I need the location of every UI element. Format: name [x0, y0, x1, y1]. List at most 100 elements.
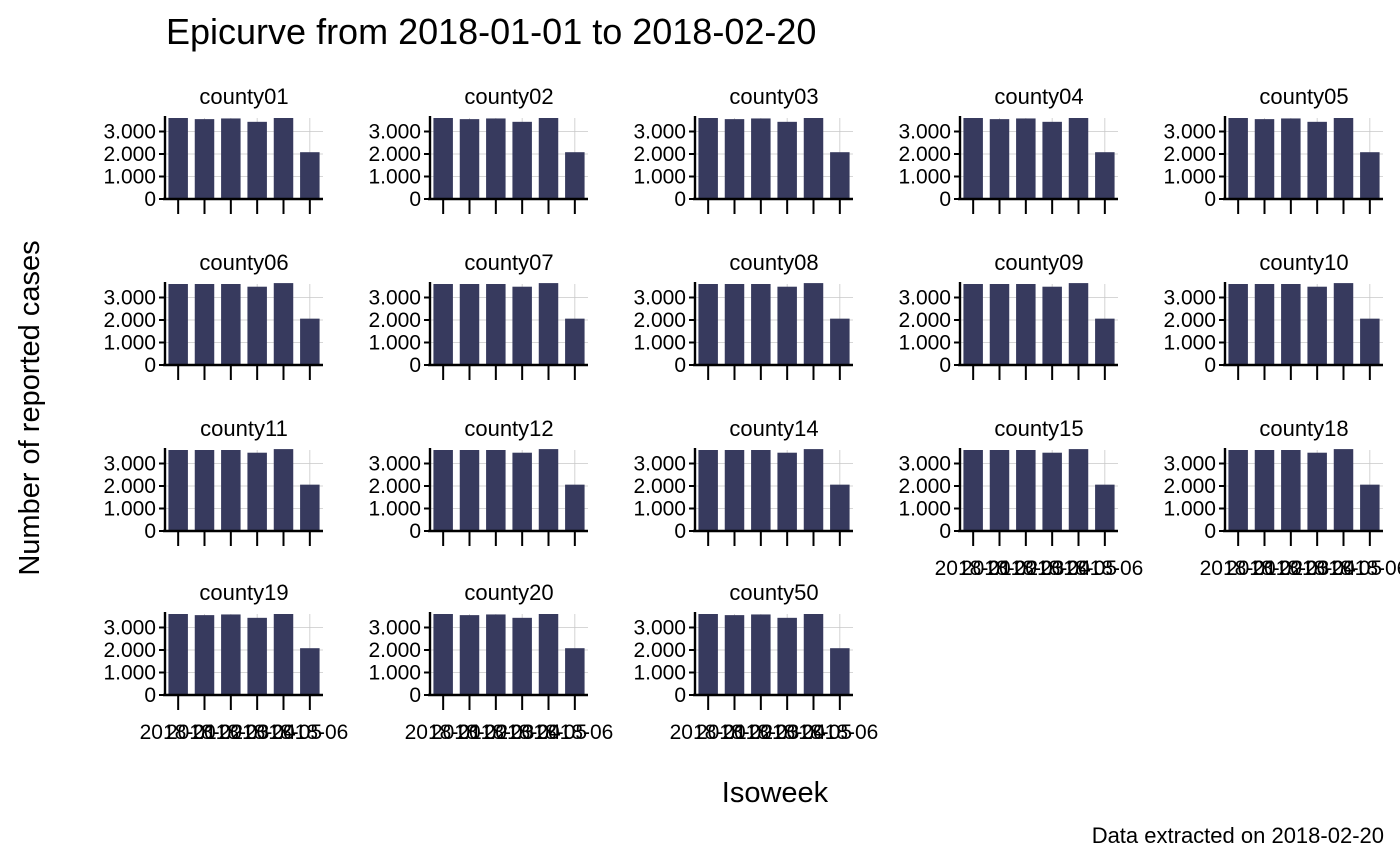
- panel-county03-y-tick-label: 3.000: [633, 121, 686, 144]
- panel-county03-bar-2018-01: [698, 118, 718, 199]
- panel-county11-bar-2018-04: [247, 452, 267, 531]
- panel-county07-bar-2018-06: [565, 318, 585, 365]
- panel-county12-bar-2018-06: [565, 484, 585, 531]
- panel-county02-strip-label: county02: [464, 84, 553, 109]
- panel-county06-bar-2018-04: [247, 286, 267, 365]
- panel-county14-strip-label: county14: [729, 416, 818, 441]
- panel-county19-strip-label: county19: [199, 580, 288, 605]
- panel-county20: county2001.0002.0003.0002018-012018-0220…: [368, 580, 613, 744]
- panel-county09-y-tick-label: 2.000: [898, 309, 951, 332]
- panel-county20-x-tick-label-2018-06: 2018-06: [536, 721, 613, 744]
- panel-county05-bar-2018-01: [1228, 118, 1248, 199]
- panel-county01-bar-2018-01: [168, 118, 188, 199]
- panel-county15-strip-label: county15: [994, 416, 1083, 441]
- panel-county02-bar-2018-04: [512, 121, 532, 199]
- panel-county18-bar-2018-05: [1333, 449, 1354, 531]
- panel-county09-bar-2018-05: [1068, 283, 1089, 365]
- panel-county08-y-tick-label: 3.000: [633, 287, 686, 310]
- panel-county03-bar-2018-06: [830, 152, 850, 199]
- panel-county02-y-tick-label: 0: [409, 188, 421, 211]
- panel-county08-y-tick-label: 2.000: [633, 309, 686, 332]
- panel-county11-bar-2018-03: [221, 450, 241, 531]
- panel-county19-x-tick-label-2018-05: 2018-05: [245, 721, 322, 744]
- panel-county12-bar-2018-05: [538, 449, 559, 531]
- panel-county07-y-tick-label: 1.000: [368, 332, 421, 355]
- panel-county07-y-tick-label: 2.000: [368, 309, 421, 332]
- panel-county09-y-tick-label: 1.000: [898, 332, 951, 355]
- panel-county18-y-tick-label: 0: [1204, 520, 1216, 543]
- panel-county08-y-tick-label: 0: [674, 354, 686, 377]
- panel-county11-y-tick-label: 2.000: [103, 475, 156, 498]
- panel-county12-bar-2018-01: [433, 450, 453, 531]
- panel-county05-y-tick-label: 0: [1204, 188, 1216, 211]
- panel-county05-bar-2018-02: [1254, 119, 1275, 199]
- panel-county06-bar-2018-05: [273, 283, 294, 365]
- panel-county19-x-tick-label-2018-03: 2018-03: [192, 721, 269, 744]
- panel-county20-bar-2018-06: [565, 648, 585, 695]
- panel-county12-y-tick-label: 1.000: [368, 498, 421, 521]
- panel-county14-bar-2018-04: [777, 452, 797, 531]
- panel-county01-y-tick-label: 3.000: [103, 121, 156, 144]
- panel-county08-bar-2018-03: [751, 284, 771, 365]
- panel-county09-y-tick-label: 3.000: [898, 287, 951, 310]
- panel-county04-bar-2018-02: [989, 119, 1010, 199]
- panel-county10-y-tick-label: 3.000: [1163, 287, 1216, 310]
- panel-county07-bar-2018-03: [486, 284, 506, 365]
- y-axis-title: Number of reported cases: [14, 240, 46, 575]
- panel-county11-bar-2018-01: [168, 450, 188, 531]
- panel-county19-y-tick-label: 1.000: [103, 662, 156, 685]
- panel-county03-strip-label: county03: [729, 84, 818, 109]
- panel-county05-bar-2018-05: [1333, 118, 1354, 199]
- panel-county07-strip-label: county07: [464, 250, 553, 275]
- panel-county19-x-tick-label-2018-01: 2018-01: [140, 721, 217, 744]
- panel-county50-bar-2018-02: [724, 615, 745, 695]
- panel-county18-y-tick-label: 2.000: [1163, 475, 1216, 498]
- panel-county19-x-tick-label-2018-06: 2018-06: [271, 721, 348, 744]
- panel-county02-bar-2018-06: [565, 152, 585, 199]
- panel-county15-bar-2018-06: [1095, 484, 1115, 531]
- panel-county10-bar-2018-03: [1281, 284, 1301, 365]
- panel-county04-bar-2018-05: [1068, 118, 1089, 199]
- panel-county20-bar-2018-05: [538, 614, 559, 695]
- panel-county08-bar-2018-06: [830, 318, 850, 365]
- panel-county11-strip-label: county11: [200, 416, 288, 441]
- panel-county20-y-tick-label: 1.000: [368, 662, 421, 685]
- facet-panels: county0101.0002.0003.000county0201.0002.…: [103, 84, 1400, 744]
- panel-county10-y-tick-label: 0: [1204, 354, 1216, 377]
- panel-county12-bar-2018-02: [459, 450, 480, 531]
- panel-county03-bar-2018-05: [803, 118, 824, 199]
- panel-county18-x-tick-label-2018-06: 2018-06: [1331, 557, 1400, 580]
- panel-county04-y-tick-label: 0: [939, 188, 951, 211]
- panel-county07-y-tick-label: 0: [409, 354, 421, 377]
- panel-county05-y-tick-label: 1.000: [1163, 166, 1216, 189]
- panel-county50-bar-2018-03: [751, 614, 771, 695]
- panel-county15-bar-2018-05: [1068, 449, 1089, 531]
- panel-county12-y-tick-label: 3.000: [368, 453, 421, 476]
- panel-county14-y-tick-label: 3.000: [633, 453, 686, 476]
- panel-county05-strip-label: county05: [1259, 84, 1348, 109]
- panel-county10-bar-2018-05: [1333, 283, 1354, 365]
- panel-county18-y-tick-label: 1.000: [1163, 498, 1216, 521]
- panel-county15-bar-2018-02: [989, 450, 1010, 531]
- panel-county11-y-tick-label: 0: [144, 520, 156, 543]
- panel-county02-y-tick-label: 2.000: [368, 143, 421, 166]
- panel-county11-y-tick-label: 3.000: [103, 453, 156, 476]
- panel-county18: county1801.0002.0003.0002018-012018-0220…: [1163, 416, 1400, 580]
- panel-county50-x-tick-label-2018-04: 2018-04: [749, 721, 826, 744]
- panel-county12-y-tick-label: 2.000: [368, 475, 421, 498]
- panel-county20-y-tick-label: 0: [409, 684, 421, 707]
- caption: Data extracted on 2018-02-20: [1092, 823, 1384, 848]
- panel-county06-bar-2018-06: [300, 318, 320, 365]
- panel-county18-y-tick-label: 3.000: [1163, 453, 1216, 476]
- panel-county18-strip-label: county18: [1259, 416, 1348, 441]
- panel-county07-y-tick-label: 3.000: [368, 287, 421, 310]
- panel-county06-bar-2018-02: [194, 284, 215, 365]
- panel-county03-y-tick-label: 1.000: [633, 166, 686, 189]
